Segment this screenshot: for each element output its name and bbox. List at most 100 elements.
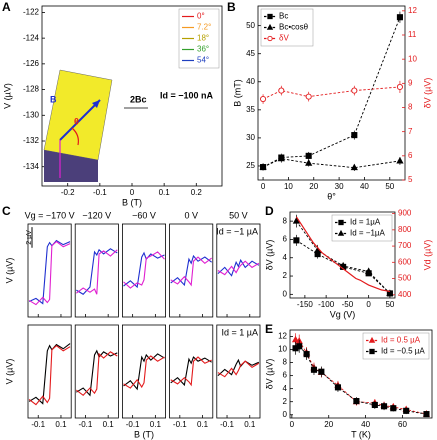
y-tick-label: -128 bbox=[23, 85, 40, 94]
y2-axis-label: Vd (µV) bbox=[422, 240, 432, 271]
y-tick-label: 6 bbox=[283, 235, 288, 244]
y-tick-label: 4 bbox=[283, 253, 288, 262]
x-tick-label: -0.1 bbox=[79, 420, 93, 429]
subplot-frame bbox=[27, 324, 72, 419]
panel-letter: A bbox=[2, 0, 11, 14]
marker-triangle bbox=[386, 289, 394, 296]
y-tick-label: 6 bbox=[283, 371, 288, 380]
y-tick-label: 4 bbox=[283, 384, 288, 393]
subplot-frame bbox=[169, 324, 214, 419]
marker-square bbox=[353, 398, 360, 405]
annotation: B bbox=[50, 94, 57, 104]
plot-frame bbox=[257, 5, 406, 181]
column-label: −60 V bbox=[132, 210, 156, 220]
y-tick-label: 2 bbox=[283, 397, 288, 406]
x-tick-label: 0.2 bbox=[191, 188, 203, 197]
panel-letter: B bbox=[227, 0, 236, 14]
x-tick-label: 0.1 bbox=[55, 420, 67, 429]
marker-square bbox=[403, 407, 410, 414]
trace bbox=[217, 260, 260, 276]
legend-label: 0° bbox=[197, 12, 205, 21]
x-tick-label: 50 bbox=[385, 182, 394, 191]
subplot-frame bbox=[216, 223, 261, 318]
trace bbox=[123, 251, 165, 289]
field-arrow bbox=[59, 99, 101, 141]
marker-square bbox=[338, 219, 344, 226]
angle-arc bbox=[71, 127, 79, 146]
x-tick-label: 30 bbox=[335, 182, 344, 191]
row-label: Id = −1 µA bbox=[216, 226, 258, 236]
legend-label: 18° bbox=[197, 34, 209, 43]
trace bbox=[170, 356, 212, 387]
marker-square bbox=[423, 411, 430, 418]
y-tick-label: 50 bbox=[246, 21, 255, 30]
x-tick-label: -0.1 bbox=[31, 420, 45, 429]
y2-axis-label: δV (µV) bbox=[422, 78, 432, 109]
y-tick-label: -134 bbox=[23, 162, 40, 171]
marker-triangle bbox=[337, 229, 345, 236]
x-axis-label: B (T) bbox=[134, 429, 154, 439]
x-tick-label: 0 bbox=[366, 300, 371, 309]
plot-frame bbox=[289, 329, 433, 419]
y-tick-label: -132 bbox=[23, 136, 40, 145]
legend-box bbox=[331, 214, 393, 242]
x-tick-label: 0.1 bbox=[244, 420, 256, 429]
marker-square bbox=[303, 351, 310, 358]
y-tick-label: 8 bbox=[283, 216, 288, 225]
trace bbox=[76, 249, 118, 295]
marker-square bbox=[305, 152, 312, 159]
column-label: −120 V bbox=[82, 210, 111, 220]
marker-square bbox=[293, 237, 300, 244]
subplot-frame bbox=[216, 324, 261, 419]
legend-label: Id = −1µA bbox=[350, 229, 386, 238]
y-axis-label: V (µV) bbox=[4, 359, 14, 385]
y2-tick-label: 10 bbox=[408, 54, 417, 63]
series-line bbox=[295, 216, 391, 293]
y2-tick-label: 8 bbox=[408, 103, 413, 112]
x-tick-label: 0 bbox=[290, 420, 295, 429]
annotation: θ bbox=[74, 116, 79, 126]
marker-square bbox=[310, 366, 318, 373]
marker-square bbox=[390, 405, 397, 412]
x-tick-label: -0.1 bbox=[126, 420, 140, 429]
annotation: Id = −100 nA bbox=[160, 90, 214, 100]
column-label: 0 V bbox=[184, 210, 198, 220]
plot-frame bbox=[289, 211, 396, 299]
y-tick-label: 35 bbox=[246, 105, 255, 114]
y-tick-label: -122 bbox=[23, 8, 40, 17]
marker-circle bbox=[267, 35, 273, 42]
legend-label: 54° bbox=[197, 56, 209, 65]
x-tick-label: 50 bbox=[385, 300, 394, 309]
x-axis-label: Vg (V) bbox=[330, 309, 356, 319]
marker-square bbox=[334, 384, 341, 391]
y-tick-label: 12 bbox=[278, 332, 287, 341]
panel-letter: E bbox=[265, 322, 273, 336]
trace bbox=[170, 356, 212, 387]
subplot-frame bbox=[122, 324, 167, 419]
x-tick-label: 0 bbox=[261, 182, 266, 191]
x-tick-label: 20 bbox=[324, 420, 333, 429]
x-tick-label: -0.2 bbox=[61, 188, 75, 197]
legend-label: δV bbox=[279, 34, 289, 43]
subplot-frame bbox=[74, 324, 119, 419]
y2-tick-label: 900 bbox=[398, 209, 412, 218]
x-axis-label: θ° bbox=[327, 191, 336, 201]
x-tick-label: 10 bbox=[284, 182, 293, 191]
y-tick-label: 2 bbox=[283, 271, 288, 280]
y2-tick-label: 11 bbox=[408, 30, 417, 39]
y2-tick-label: 700 bbox=[398, 241, 412, 250]
trace bbox=[28, 240, 71, 306]
marker-triangle bbox=[365, 267, 373, 274]
marker-square bbox=[351, 132, 358, 139]
marker-triangle bbox=[350, 163, 358, 171]
marker-square bbox=[318, 368, 325, 375]
legend-box bbox=[362, 332, 430, 360]
marker-triangle bbox=[266, 23, 274, 30]
marker-triangle bbox=[305, 159, 313, 166]
panel-letter: D bbox=[265, 204, 274, 218]
sample-plane bbox=[43, 69, 113, 161]
x-tick-label: 0.1 bbox=[197, 420, 209, 429]
trace bbox=[123, 251, 165, 289]
